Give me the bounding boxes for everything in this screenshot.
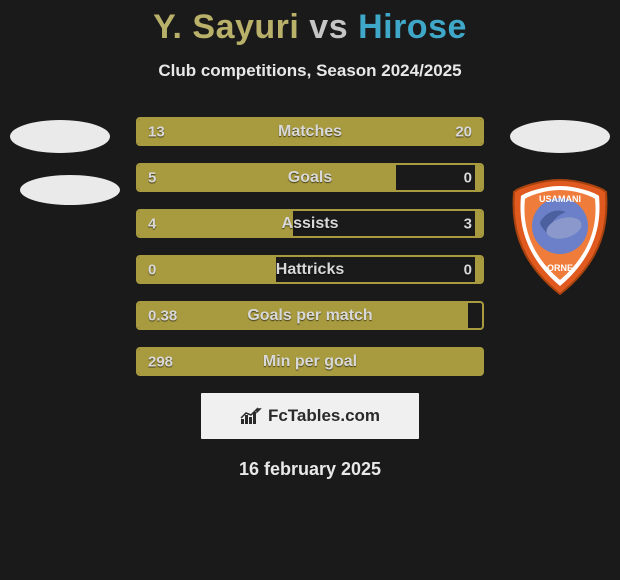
subtitle: Club competitions, Season 2024/2025 [0,61,620,81]
stat-row: 298 Min per goal [136,347,484,376]
svg-text:ORNE: ORNE [547,263,573,273]
stat-fill-left [138,165,396,190]
svg-text:USAMANI: USAMANI [539,194,581,204]
stat-label: Hattricks [276,261,344,279]
attribution-text: FcTables.com [268,406,380,426]
comparison-title: Y. Sayuri vs Hirose [0,0,620,47]
stat-fill-left [138,211,293,236]
stat-fill-right [475,211,482,236]
right-club-badge [510,120,610,153]
shield-icon: USAMANI ORNE [508,178,612,296]
stat-value-left: 298 [148,353,173,370]
date-text: 16 february 2025 [0,459,620,480]
stat-fill-right [475,257,482,282]
vs-text: vs [309,8,348,46]
stat-label: Goals [288,169,332,187]
stat-value-right: 0 [464,169,472,186]
left-club-badge-2 [20,175,120,205]
stat-value-left: 4 [148,215,156,232]
stat-value-left: 13 [148,123,165,140]
stat-fill-left [138,257,276,282]
stat-value-left: 5 [148,169,156,186]
player1-name: Y. Sayuri [153,8,299,46]
stat-row: 4 3 Assists [136,209,484,238]
club-logo: USAMANI ORNE [508,178,612,296]
stat-label: Goals per match [247,307,372,325]
stat-row: 0.38 Goals per match [136,301,484,330]
stat-value-left: 0.38 [148,307,177,324]
stat-label: Assists [282,215,339,233]
stat-label: Matches [278,123,342,141]
stat-value-right: 3 [464,215,472,232]
player2-name: Hirose [358,8,467,46]
stat-row: 13 20 Matches [136,117,484,146]
stat-label: Min per goal [263,353,357,371]
stat-row: 0 0 Hattricks [136,255,484,284]
fctables-logo-icon [240,407,264,425]
stat-value-right: 20 [455,123,472,140]
stat-row: 5 0 Goals [136,163,484,192]
stat-value-right: 0 [464,261,472,278]
stat-fill-right [475,165,482,190]
attribution-badge: FcTables.com [201,393,419,439]
stat-bars: 13 20 Matches 5 0 Goals 4 3 Assists 0 0 Hattricks 0.… [136,117,484,376]
left-club-badge [10,120,110,153]
stat-value-left: 0 [148,261,156,278]
